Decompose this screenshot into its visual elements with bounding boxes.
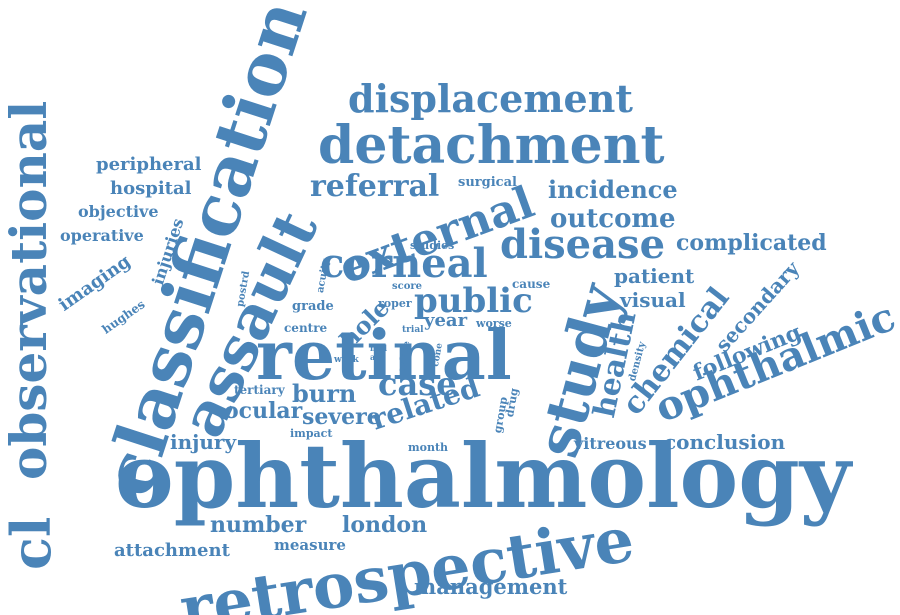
word-incidence: incidence (548, 175, 678, 204)
word-conclusion: conclusion (664, 430, 786, 454)
word-disease: disease (500, 221, 666, 268)
word-ass: ass (370, 352, 385, 362)
word-measure: measure (274, 536, 346, 554)
word-trial: trial (402, 325, 424, 335)
word-severe: severe (302, 404, 381, 430)
word-referral: referral (310, 169, 440, 204)
word-cl: cl (0, 516, 63, 570)
word-detachment: detachment (318, 115, 665, 176)
word-ophthalmology: ophthalmology (115, 424, 851, 528)
word-complicated: complicated (676, 230, 827, 256)
word-tertiary: tertiary (234, 383, 285, 397)
word-displacement: displacement (348, 76, 633, 121)
word-roper: roper (378, 297, 412, 310)
word-retinal: retinal (256, 316, 512, 396)
word-operative: operative (60, 226, 144, 245)
word-corneal: corneal (320, 240, 488, 287)
word-public: public (414, 281, 533, 321)
word-peripheral: peripheral (96, 154, 202, 175)
word-centre: centre (284, 321, 328, 335)
word-attachment: attachment (114, 540, 230, 561)
word-number: number (210, 512, 307, 538)
word-month: month (408, 441, 449, 454)
word-drug: drug (503, 387, 521, 419)
word-observational: observational (0, 100, 58, 480)
word-worse: worse (476, 317, 512, 330)
word-visual: visual (620, 288, 686, 312)
word-outcome: outcome (550, 204, 676, 234)
word-year: year (424, 310, 468, 331)
word-work: work (334, 355, 359, 365)
word-injury: injury (170, 430, 237, 454)
word-hall: hall (370, 343, 388, 353)
word-case: case (378, 365, 457, 403)
word-score: score (392, 281, 423, 292)
word-imaging: imaging (54, 250, 135, 316)
word-management: management (414, 574, 568, 599)
word-london: london (342, 512, 428, 538)
word-grade: grade (292, 299, 334, 314)
word-impact: impact (290, 427, 333, 440)
word-burn: burn (292, 379, 357, 408)
word-vitreous: vitreous (574, 434, 647, 453)
word-studies: studies (410, 239, 455, 252)
word-cause: cause (512, 277, 551, 291)
word-objective: objective (78, 202, 159, 221)
word-patient: patient (614, 264, 695, 288)
word-surgical: surgical (458, 175, 517, 190)
word-ocular: ocular (224, 398, 303, 424)
word-hospital: hospital (110, 178, 192, 199)
